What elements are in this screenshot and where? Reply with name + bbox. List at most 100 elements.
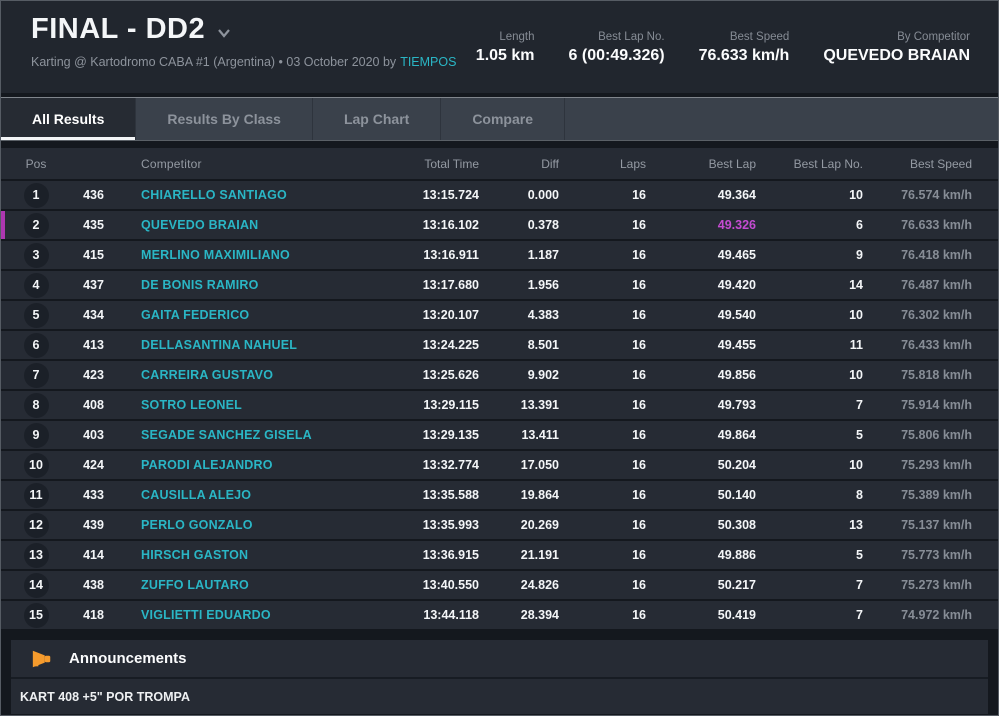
organizer-link[interactable]: TIEMPOS [400,55,457,69]
total-time: 13:16.102 [422,218,479,232]
best-lap: 50.217 [717,578,756,592]
kart-number: 438 [83,578,104,592]
chevron-down-icon[interactable] [217,26,231,40]
table-row[interactable]: 7 423 CARREIRA GUSTAVO 13:25.626 9.902 1… [1,361,998,391]
kart-number: 433 [83,488,104,502]
table-row[interactable]: 13 414 HIRSCH GASTON 13:36.915 21.191 16… [1,541,998,571]
tab[interactable]: Lap Chart [313,98,442,140]
table-row[interactable]: 12 439 PERLO GONZALO 13:35.993 20.269 16… [1,511,998,541]
competitor-link[interactable]: CHIARELLO SANTIAGO [141,188,287,202]
kart-number: 414 [83,548,104,562]
best-lap: 49.420 [717,278,756,292]
best-speed: 75.818 km/h [901,368,972,382]
total-time: 13:15.724 [422,188,479,202]
position-cell: 4 [1,272,71,298]
table-row[interactable]: 14 438 ZUFFO LAUTARO 13:40.550 24.826 16… [1,571,998,601]
total-time: 13:40.550 [422,578,479,592]
diff: 21.191 [520,548,559,562]
header-stats: Length 1.05 km Best Lap No. 6 (00:49.326… [476,1,970,93]
table-row[interactable]: 6 413 DELLASANTINA NAHUEL 13:24.225 8.50… [1,331,998,361]
competitor-link[interactable]: ZUFFO LAUTARO [141,578,249,592]
laps: 16 [632,368,646,382]
announcements-title: Announcements [69,650,187,667]
stat-value: QUEVEDO BRAIAN [823,47,970,64]
diff: 24.826 [520,578,559,592]
position-badge: 2 [23,212,49,238]
tab-label: Results By Class [167,111,281,127]
laps: 16 [632,608,646,622]
event-subtitle: Karting @ Kartodromo CABA #1 (Argentina)… [31,55,456,69]
competitor-link[interactable]: HIRSCH GASTON [141,548,249,562]
kart-number: 435 [83,218,104,232]
best-speed: 76.487 km/h [901,278,972,292]
best-speed: 75.773 km/h [901,548,972,562]
table-row[interactable]: 15 418 VIGLIETTI EDUARDO 13:44.118 28.39… [1,601,998,631]
diff: 9.902 [527,368,559,382]
table-row[interactable]: 2 435 QUEVEDO BRAIAN 13:16.102 0.378 16 … [1,211,998,241]
table-row[interactable]: 5 434 GAITA FEDERICO 13:20.107 4.383 16 … [1,301,998,331]
table-row[interactable]: 3 415 MERLINO MAXIMILIANO 13:16.911 1.18… [1,241,998,271]
table-row[interactable]: 9 403 SEGADE SANCHEZ GISELA 13:29.135 13… [1,421,998,451]
stat-value: 76.633 km/h [698,47,790,64]
best-lap: 49.793 [717,398,756,412]
table-row[interactable]: 10 424 PARODI ALEJANDRO 13:32.774 17.050… [1,451,998,481]
best-speed: 75.914 km/h [901,398,972,412]
competitor-link[interactable]: PARODI ALEJANDRO [141,458,273,472]
competitor-link[interactable]: PERLO GONZALO [141,518,253,532]
tab-bar: All Results Results By Class Lap Chart C… [1,97,998,141]
position-badge: 5 [23,302,49,328]
competitor-link[interactable]: VIGLIETTI EDUARDO [141,608,271,622]
best-lap: 49.864 [717,428,756,442]
position-badge: 12 [23,512,49,538]
best-lap: 50.308 [717,518,756,532]
tab[interactable]: Results By Class [136,98,313,140]
competitor-link[interactable]: CAUSILLA ALEJO [141,488,252,502]
table-row[interactable]: 11 433 CAUSILLA ALEJO 13:35.588 19.864 1… [1,481,998,511]
laps: 16 [632,488,646,502]
competitor-link[interactable]: DELLASANTINA NAHUEL [141,338,298,352]
laps: 16 [632,428,646,442]
best-lap-no: 9 [856,248,863,262]
position-cell: 7 [1,362,71,388]
position-cell: 6 [1,332,71,358]
table-row[interactable]: 1 436 CHIARELLO SANTIAGO 13:15.724 0.000… [1,181,998,211]
competitor-link[interactable]: DE BONIS RAMIRO [141,278,259,292]
total-time: 13:16.911 [423,248,479,262]
kart-number: 418 [83,608,104,622]
table-row[interactable]: 8 408 SOTRO LEONEL 13:29.115 13.391 16 4… [1,391,998,421]
position-badge: 15 [23,602,49,628]
page-title: FINAL - DD2 [31,13,206,45]
best-lap-no: 10 [849,458,863,472]
best-lap-no: 10 [849,308,863,322]
stat-label: By Competitor [897,31,970,43]
position-badge: 11 [23,482,49,508]
best-lap: 49.465 [717,248,756,262]
position-badge: 9 [23,422,49,448]
table-header-row: Pos Competitor Total Time Diff Laps Best… [1,148,998,181]
best-lap: 49.886 [717,548,756,562]
tab[interactable]: All Results [1,98,137,140]
competitor-link[interactable]: SOTRO LEONEL [141,398,243,412]
best-lap: 50.204 [717,458,756,472]
laps: 16 [632,218,646,232]
competitor-link[interactable]: CARREIRA GUSTAVO [141,368,274,382]
position-cell: 3 [1,242,71,268]
best-lap-no: 14 [849,278,863,292]
diff: 0.378 [527,218,559,232]
kart-number: 415 [83,248,104,262]
competitor-link[interactable]: GAITA FEDERICO [141,308,250,322]
competitor-link[interactable]: MERLINO MAXIMILIANO [141,248,290,262]
competitor-link[interactable]: QUEVEDO BRAIAN [141,218,259,232]
total-time: 13:35.588 [422,488,479,502]
tab[interactable]: Compare [441,98,565,140]
col-header-best-speed: Best Speed [909,156,972,171]
table-row[interactable]: 4 437 DE BONIS RAMIRO 13:17.680 1.956 16… [1,271,998,301]
tab-label: Lap Chart [343,111,410,127]
announcements-header: Announcements [11,640,988,679]
diff: 13.411 [521,428,559,442]
total-time: 13:32.774 [422,458,479,472]
laps: 16 [632,518,646,532]
competitor-link[interactable]: SEGADE SANCHEZ GISELA [141,428,312,442]
col-header-competitor: Competitor [141,156,202,171]
